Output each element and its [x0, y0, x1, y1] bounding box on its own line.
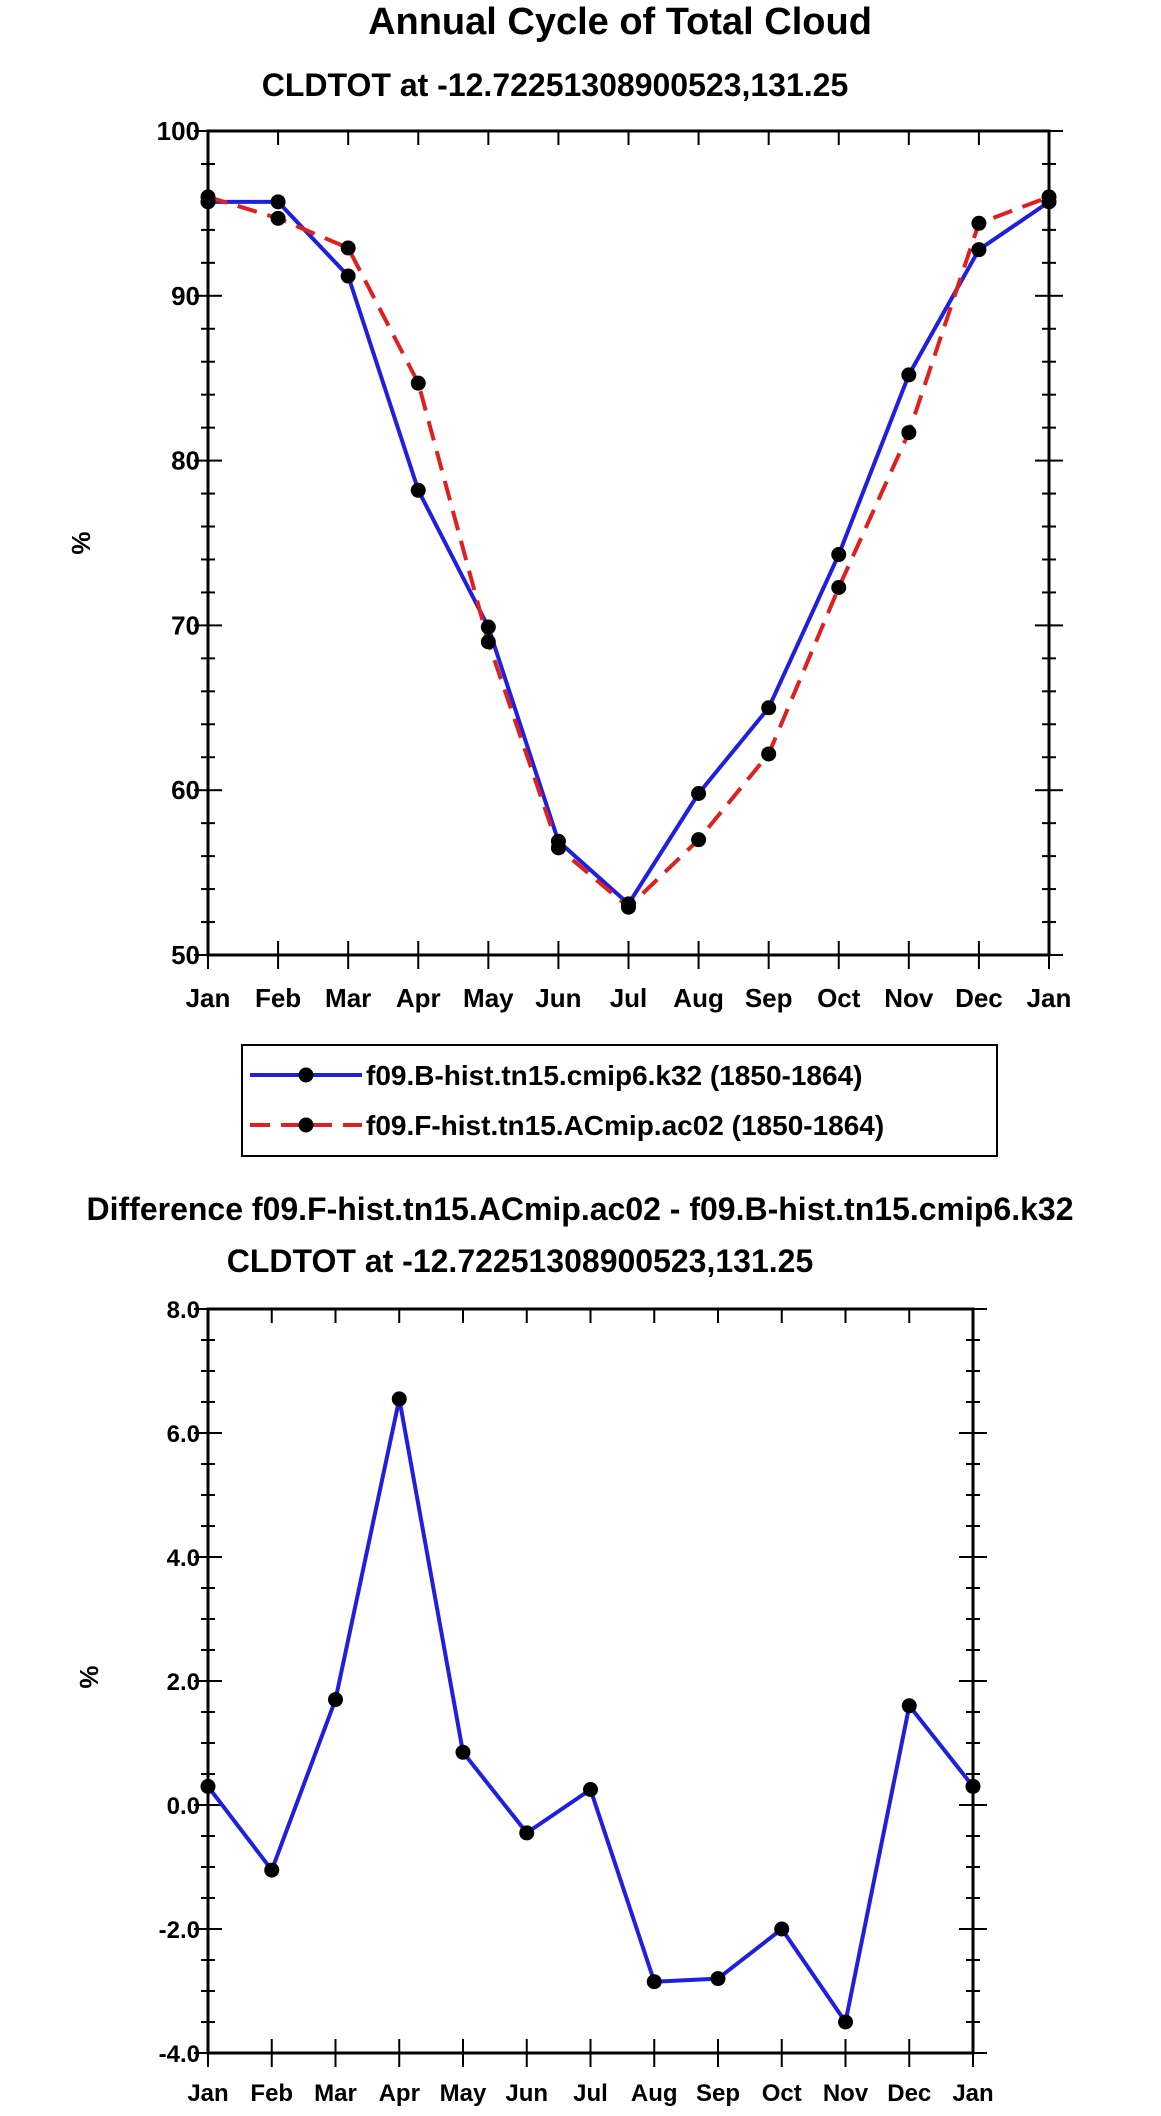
- data-point-series-2: [340, 240, 356, 256]
- data-point-series-1: [838, 2014, 853, 2030]
- x-tick-label: Aug: [673, 983, 724, 1013]
- data-point-series-1: [410, 482, 426, 498]
- y-tick-label: 90: [171, 281, 200, 311]
- y-tick-label: 70: [171, 610, 200, 640]
- y-tick-label: 8.0: [167, 1297, 200, 1324]
- data-point-series-1: [710, 1971, 726, 1987]
- data-point-series-1: [646, 1974, 662, 1990]
- data-point-series-2: [550, 840, 566, 856]
- plot-frame: [206, 129, 1051, 957]
- data-point-series-1: [270, 194, 286, 210]
- x-tick-label: Oct: [817, 983, 861, 1013]
- x-tick-label: Jun: [535, 983, 581, 1013]
- data-point-series-1: [200, 1778, 216, 1794]
- data-point-series-2: [200, 189, 216, 205]
- y-tick-label: -4.0: [159, 2041, 200, 2068]
- bottom-chart-subtitle: CLDTOT at -12.72251308900523,131.25: [227, 1243, 813, 1279]
- x-tick-label: Nov: [823, 2080, 869, 2107]
- data-point-series-2: [1041, 189, 1057, 205]
- x-tick-label: Jun: [505, 2080, 548, 2107]
- data-point-series-2: [410, 375, 426, 391]
- data-point-series-1: [340, 268, 356, 284]
- data-point-series-2: [621, 899, 636, 915]
- data-point-series-2: [831, 579, 847, 595]
- legend-label-series-1: f09.B-hist.tn15.cmip6.k32 (1850-1864): [366, 1060, 862, 1091]
- x-tick-label: May: [463, 983, 514, 1013]
- top-chart-subtitle: CLDTOT at -12.72251308900523,131.25: [262, 67, 848, 103]
- data-point-series-1: [901, 1698, 917, 1714]
- series-line-2: [207, 194, 1050, 910]
- x-tick-label: Jan: [952, 2080, 993, 2107]
- x-tick-label: Jan: [1027, 983, 1072, 1013]
- y-tick-label: 4.0: [167, 1545, 200, 1572]
- data-point-series-1: [965, 1778, 981, 1794]
- bottom-chart-title: Difference f09.F-hist.tn15.ACmip.ac02 - …: [87, 1191, 1074, 1227]
- x-tick-label: Jul: [573, 2080, 608, 2107]
- x-tick-label: Dec: [887, 2080, 931, 2107]
- top-chart-title: Annual Cycle of Total Cloud: [368, 1, 872, 43]
- x-tick-label: Jul: [610, 983, 648, 1013]
- data-point-series-1: [901, 367, 917, 383]
- data-point-series-1: [761, 700, 777, 716]
- x-tick-label: Mar: [314, 2080, 357, 2107]
- x-tick-label: Dec: [955, 983, 1003, 1013]
- data-point-series-1: [691, 785, 707, 801]
- top-chart-ylabel: %: [66, 531, 96, 554]
- x-tick-label: Feb: [255, 983, 301, 1013]
- data-point-series-2: [901, 425, 917, 441]
- x-tick-label: Mar: [325, 983, 371, 1013]
- x-tick-label: Jan: [186, 983, 231, 1013]
- data-point-series-1: [328, 1692, 343, 1708]
- x-tick-label: Sep: [745, 983, 793, 1013]
- data-point-series-2: [691, 832, 707, 848]
- data-point-series-1: [455, 1744, 471, 1760]
- x-tick-label: Apr: [379, 2080, 420, 2107]
- x-tick-label: May: [440, 2080, 487, 2107]
- y-tick-label: 60: [171, 775, 200, 805]
- data-point-series-1: [971, 242, 987, 258]
- y-tick-label: 100: [157, 116, 200, 146]
- x-tick-label: Feb: [250, 2080, 293, 2107]
- x-tick-label: Apr: [396, 983, 441, 1013]
- data-point-series-1: [831, 547, 847, 563]
- bottom-chart-ylabel: %: [74, 1665, 104, 1688]
- data-point-series-2: [480, 634, 496, 650]
- legend-box: [241, 1044, 998, 1157]
- x-tick-label: Jan: [187, 2080, 228, 2107]
- data-point-series-1: [264, 1862, 280, 1878]
- data-point-series-2: [270, 210, 286, 226]
- y-tick-label: 2.0: [167, 1669, 200, 1696]
- data-point-series-2: [761, 746, 777, 762]
- x-tick-label: Oct: [762, 2080, 802, 2107]
- top-plot-area: 50 60 70 80 90 100 Jan Feb Mar Apr May Jun Jul Aug Sep…: [157, 116, 1072, 1013]
- data-point-series-1: [519, 1825, 535, 1841]
- data-point-series-1: [774, 1921, 790, 1937]
- x-tick-label: Sep: [696, 2080, 740, 2107]
- legend-marker-series-1: [298, 1067, 314, 1083]
- y-tick-label: -2.0: [159, 1917, 200, 1944]
- legend-label-series-2: f09.F-hist.tn15.ACmip.ac02 (1850-1864): [366, 1110, 884, 1141]
- x-tick-label: Aug: [631, 2080, 678, 2107]
- data-point-series-1: [583, 1782, 598, 1797]
- bottom-plot-area: -4.0 -2.0 0.0 2.0 4.0 6.0 8.0 Jan Feb Mar Apr May Ju…: [159, 1297, 994, 2107]
- series-line-1: [206, 1396, 975, 2024]
- data-point-series-1: [391, 1391, 407, 1407]
- series-line-1: [208, 199, 1051, 906]
- x-tick-label: Nov: [884, 983, 934, 1013]
- y-tick-label: 0.0: [167, 1793, 200, 1820]
- y-tick-label: 6.0: [167, 1421, 200, 1448]
- y-tick-label: 80: [171, 446, 200, 476]
- data-point-series-2: [971, 215, 987, 231]
- legend-marker-series-2: [298, 1117, 314, 1133]
- legend: f09.B-hist.tn15.cmip6.k32 (1850-1864) f0…: [241, 1044, 998, 1157]
- data-point-series-1: [480, 619, 496, 635]
- plot-frame: [206, 1307, 975, 2055]
- y-tick-label: 50: [171, 940, 200, 970]
